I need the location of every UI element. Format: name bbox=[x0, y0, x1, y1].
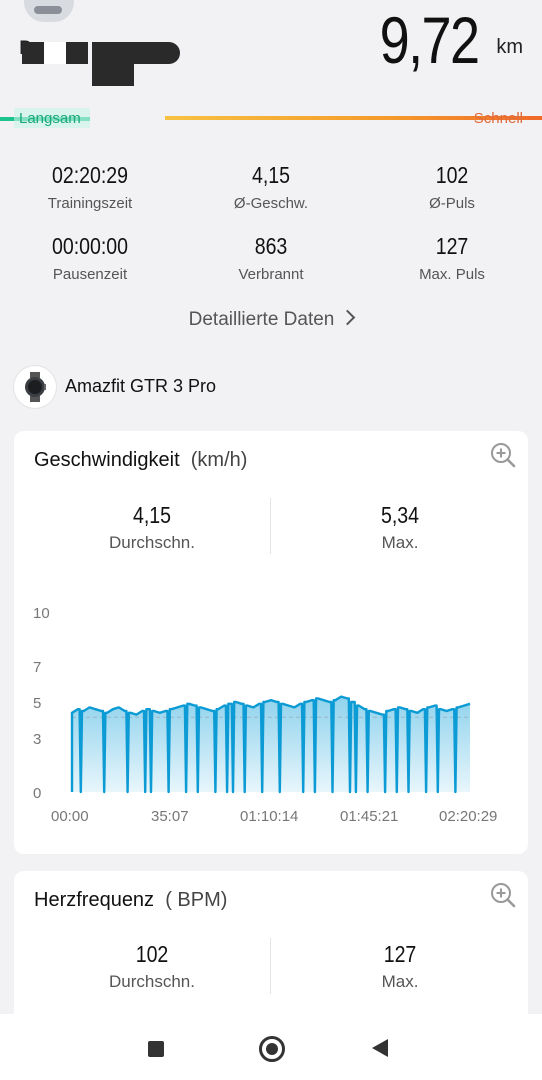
kpi-label: Durchschn. bbox=[109, 972, 195, 991]
heart-rate-card bbox=[14, 871, 528, 1031]
kpi-divider bbox=[270, 938, 271, 994]
stat-avg-pulse: 102 Ø-Puls bbox=[372, 162, 532, 212]
speed-card-title: Geschwindigkeit (km/h) bbox=[34, 449, 247, 472]
stat-label: Ø-Geschw. bbox=[233, 195, 309, 212]
y-tick: 7 bbox=[33, 659, 42, 676]
distance-value: 9,72 bbox=[379, 3, 479, 77]
stat-label: Max. Puls bbox=[419, 266, 485, 283]
back-button[interactable] bbox=[372, 1039, 388, 1057]
stat-value: 863 bbox=[254, 233, 288, 259]
zoom-in-icon[interactable] bbox=[490, 442, 516, 468]
stat-value: 102 bbox=[435, 162, 469, 188]
home-button[interactable] bbox=[259, 1036, 285, 1062]
redaction-block bbox=[44, 42, 66, 64]
redaction-block bbox=[22, 42, 44, 64]
stat-calories: 863 Verbrannt bbox=[191, 233, 351, 283]
stat-label: Ø-Puls bbox=[429, 195, 475, 212]
redaction-block bbox=[134, 42, 180, 64]
speed-unit: (km/h) bbox=[190, 449, 248, 471]
stat-pause-time: 00:00:00 Pausenzeit bbox=[10, 233, 170, 283]
zoom-in-icon[interactable] bbox=[490, 882, 516, 908]
device-name: Amazfit GTR 3 Pro bbox=[65, 376, 217, 396]
y-tick: 0 bbox=[33, 785, 42, 802]
x-tick: 02:20:29 bbox=[439, 808, 498, 825]
kpi-value: 4,15 bbox=[132, 502, 172, 528]
speed-title-text: Geschwindigkeit bbox=[34, 449, 180, 471]
kpi-divider bbox=[270, 498, 271, 554]
stat-training-time: 02:20:29 Trainingszeit bbox=[10, 162, 170, 212]
kpi-label: Durchschn. bbox=[109, 533, 195, 552]
heart-title-text: Herzfrequenz bbox=[34, 889, 155, 911]
heart-max-kpi: 127 Max. bbox=[310, 941, 490, 992]
speed-chart bbox=[70, 695, 471, 794]
kpi-label: Max. bbox=[381, 533, 419, 552]
speed-line bbox=[70, 695, 471, 794]
stat-avg-speed: 4,15 Ø-Geschw. bbox=[191, 162, 351, 212]
recent-apps-button[interactable] bbox=[148, 1041, 164, 1057]
avatar[interactable] bbox=[24, 0, 74, 22]
speed-scale-fast-bar bbox=[165, 116, 542, 120]
speed-avg-kpi: 4,15 Durchschn. bbox=[62, 502, 242, 553]
detailed-data-label: Detaillierte Daten bbox=[188, 309, 335, 330]
y-tick: 5 bbox=[33, 695, 42, 712]
redaction-block bbox=[66, 42, 88, 64]
stat-value: 02:20:29 bbox=[51, 162, 129, 188]
speed-scale-highlight bbox=[14, 108, 90, 128]
watch-icon bbox=[14, 366, 56, 408]
x-tick: 00:00 bbox=[51, 808, 89, 825]
x-tick: 01:45:21 bbox=[340, 808, 399, 825]
kpi-label: Max. bbox=[381, 972, 419, 991]
heart-card-title: Herzfrequenz ( BPM) bbox=[34, 889, 227, 912]
y-tick: 10 bbox=[33, 605, 50, 622]
stat-value: 127 bbox=[435, 233, 469, 259]
speed-area bbox=[72, 696, 470, 792]
heart-unit: ( BPM) bbox=[165, 889, 228, 911]
stat-max-pulse: 127 Max. Puls bbox=[372, 233, 532, 283]
redaction-block bbox=[112, 64, 134, 86]
detailed-data-link[interactable]: Detaillierte Daten bbox=[0, 309, 542, 331]
speed-scale-slow-label: Langsam bbox=[19, 110, 81, 127]
x-tick: 35:07 bbox=[151, 808, 189, 825]
stat-value: 4,15 bbox=[251, 162, 291, 188]
heart-avg-kpi: 102 Durchschn. bbox=[62, 941, 242, 992]
stat-label: Verbrannt bbox=[238, 266, 304, 283]
distance-unit: km bbox=[496, 36, 523, 58]
speed-scale-fast-label: Schnell bbox=[473, 110, 523, 127]
stat-value: 00:00:00 bbox=[51, 233, 129, 259]
y-tick: 3 bbox=[33, 731, 42, 748]
kpi-value: 127 bbox=[383, 941, 417, 967]
stat-label: Pausenzeit bbox=[52, 266, 128, 283]
kpi-value: 102 bbox=[135, 941, 169, 967]
speed-max-kpi: 5,34 Max. bbox=[310, 502, 490, 553]
stat-label: Trainingszeit bbox=[47, 195, 133, 212]
x-tick: 01:10:14 bbox=[240, 808, 299, 825]
kpi-value: 5,34 bbox=[380, 502, 420, 528]
